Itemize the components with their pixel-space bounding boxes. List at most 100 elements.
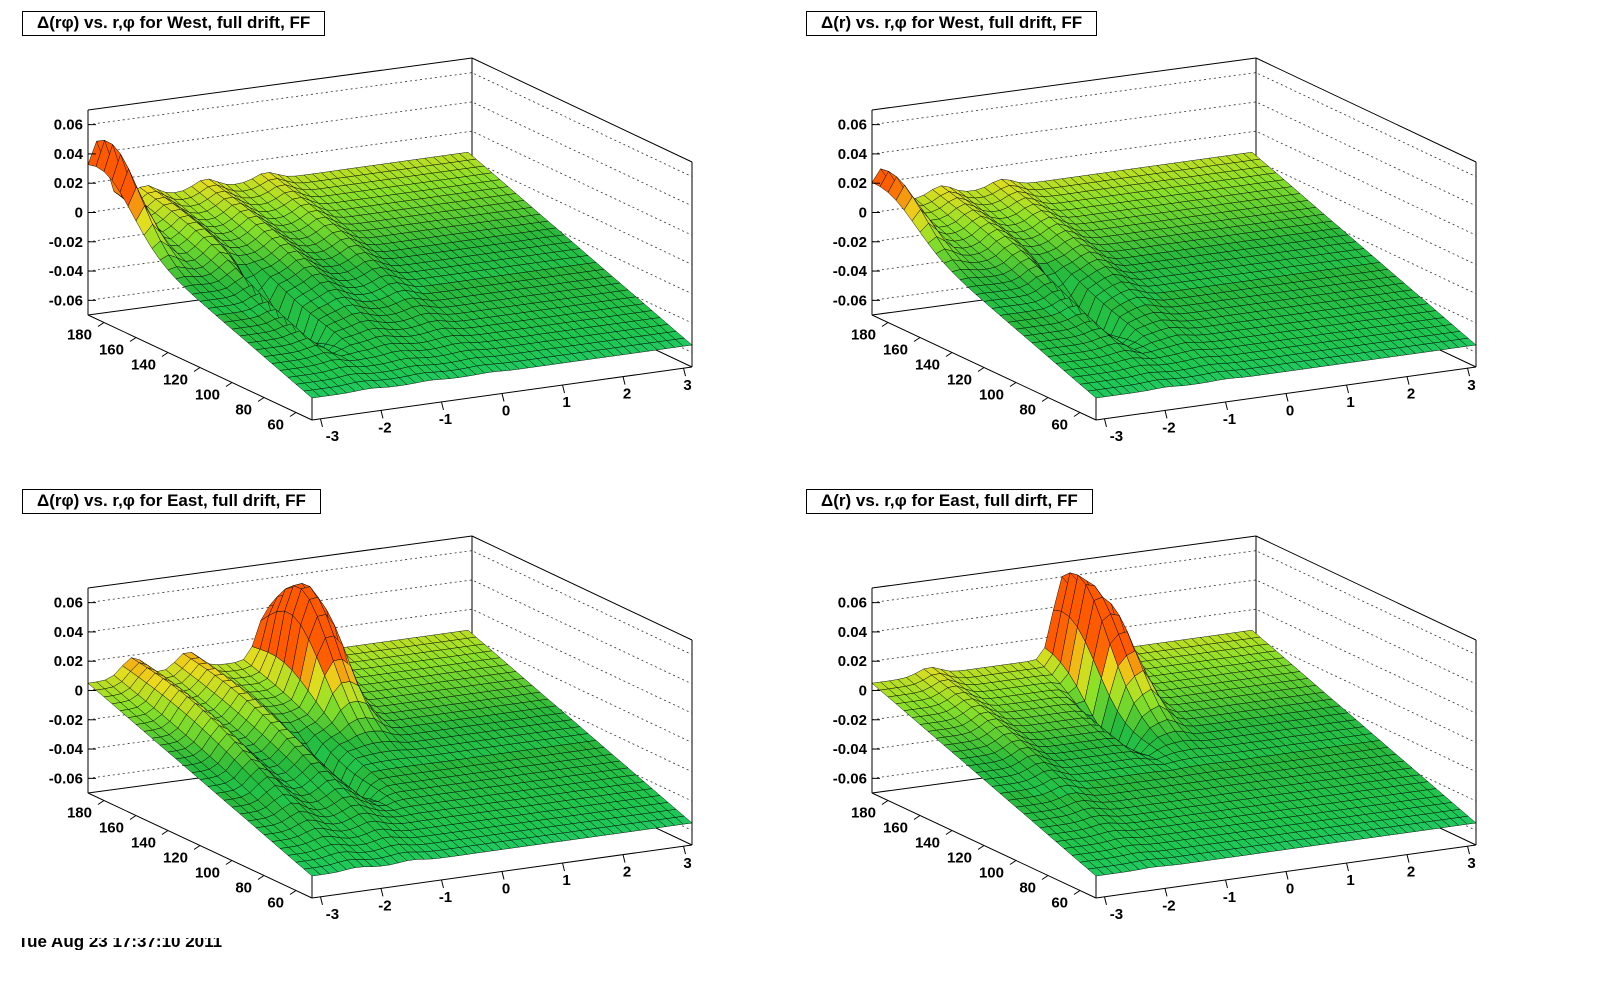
x-tick-label: 0 bbox=[1286, 403, 1294, 420]
z-tick-label: -0.06 bbox=[49, 770, 83, 787]
x-tick-label: 3 bbox=[683, 377, 691, 394]
y-tick-label: 80 bbox=[235, 402, 252, 419]
y-tick-label: 140 bbox=[131, 835, 156, 852]
x-tick-label: 2 bbox=[623, 386, 631, 403]
x-tick-label: -1 bbox=[439, 411, 452, 428]
y-tick bbox=[97, 800, 105, 805]
y-tick bbox=[1073, 412, 1081, 417]
y-tick bbox=[289, 890, 297, 895]
y-tick bbox=[977, 367, 985, 372]
surface-mesh bbox=[87, 139, 693, 399]
z-tick-label: 0 bbox=[75, 683, 83, 700]
y-tick bbox=[161, 830, 169, 835]
x-tick-label: 1 bbox=[1346, 394, 1354, 411]
y-tick bbox=[161, 352, 169, 357]
y-tick bbox=[193, 845, 201, 850]
x-tick-label: -2 bbox=[378, 897, 391, 914]
surface-plot-svg: -0.06-0.04-0.0200.020.040.06608010012014… bbox=[49, 535, 693, 923]
y-tick-label: 160 bbox=[99, 820, 124, 837]
z-tick-label: 0.02 bbox=[54, 175, 83, 192]
surface-plot-svg: -0.06-0.04-0.0200.020.040.06608010012014… bbox=[833, 57, 1477, 445]
z-gridline bbox=[871, 550, 1477, 656]
box-edge bbox=[871, 535, 1257, 589]
y-tick-label: 180 bbox=[67, 327, 92, 344]
z-tick-label: 0.04 bbox=[54, 146, 84, 163]
x-tick-label: 0 bbox=[502, 403, 510, 420]
y-tick bbox=[225, 382, 233, 387]
x-tick bbox=[1406, 376, 1410, 385]
y-tick-label: 60 bbox=[1051, 417, 1068, 434]
y-tick bbox=[97, 322, 105, 327]
y-tick-label: 160 bbox=[99, 342, 124, 359]
x-tick-label: 2 bbox=[1407, 386, 1415, 403]
x-tick bbox=[562, 862, 565, 872]
plot-title: Δ(rφ) vs. r,φ for East, full drift, FF bbox=[22, 489, 321, 514]
z-tick-label: 0.06 bbox=[54, 595, 83, 612]
y-tick-label: 120 bbox=[163, 850, 188, 867]
surface-cell bbox=[1458, 337, 1477, 347]
x-tick-label: -3 bbox=[326, 428, 339, 445]
x-tick bbox=[622, 376, 626, 385]
x-tick bbox=[501, 393, 505, 402]
x-tick bbox=[562, 384, 565, 394]
z-tick-label: 0.06 bbox=[54, 117, 83, 134]
surface-cell bbox=[674, 337, 693, 347]
surface-plot-svg: -0.06-0.04-0.0200.020.040.06608010012014… bbox=[833, 535, 1477, 923]
z-gridline bbox=[87, 72, 693, 178]
y-tick-label: 160 bbox=[883, 342, 908, 359]
x-tick-label: 2 bbox=[623, 864, 631, 881]
y-tick bbox=[129, 337, 137, 342]
x-tick bbox=[1103, 418, 1107, 427]
y-tick-label: 60 bbox=[267, 895, 284, 912]
box-edge bbox=[1255, 535, 1477, 641]
y-tick bbox=[193, 367, 201, 372]
z-tick-label: 0 bbox=[75, 205, 83, 222]
x-axis: -3 -2 -1 0 1 2 3 bbox=[319, 368, 692, 445]
x-tick-label: -1 bbox=[439, 889, 452, 906]
y-tick-label: 80 bbox=[235, 880, 252, 897]
x-tick bbox=[1346, 384, 1349, 394]
z-tick-label: 0.04 bbox=[838, 146, 868, 163]
x-tick bbox=[1225, 401, 1228, 411]
surface-plot-west-r: -0.06 -0.04 -0.02 0 0.02 0.04 0.06 60 80 100 120 14… bbox=[784, 0, 1584, 470]
x-tick bbox=[441, 879, 444, 889]
x-tick-label: 1 bbox=[562, 394, 570, 411]
y-tick-label: 60 bbox=[267, 417, 284, 434]
x-tick bbox=[1164, 410, 1168, 419]
y-tick-label: 100 bbox=[195, 865, 220, 882]
y-tick bbox=[1009, 382, 1017, 387]
y-tick bbox=[289, 412, 297, 417]
z-tick-label: 0.04 bbox=[54, 624, 84, 641]
x-axis: -3 -2 -1 0 1 2 3 bbox=[319, 846, 692, 923]
box-edge bbox=[871, 57, 1257, 111]
y-tick-label: 120 bbox=[163, 372, 188, 389]
surface-cell bbox=[674, 815, 693, 825]
x-tick bbox=[1467, 368, 1471, 377]
y-tick bbox=[1041, 397, 1049, 402]
x-tick bbox=[380, 888, 384, 897]
x-tick-label: 0 bbox=[502, 881, 510, 898]
y-tick bbox=[881, 322, 889, 327]
surface-plot-east-rphi: -0.06 -0.04 -0.02 0 0.02 0.04 0.06 60 80 100 120 14… bbox=[0, 478, 800, 948]
x-tick-label: -1 bbox=[1223, 411, 1236, 428]
surface-mesh bbox=[871, 151, 1477, 399]
x-tick bbox=[501, 871, 505, 880]
z-tick-label: 0.02 bbox=[838, 175, 867, 192]
x-tick-label: 3 bbox=[683, 855, 691, 872]
z-tick-label: 0.02 bbox=[54, 653, 83, 670]
x-tick-label: -2 bbox=[1162, 419, 1175, 436]
surface-mesh bbox=[871, 572, 1477, 877]
x-tick bbox=[380, 410, 384, 419]
x-tick bbox=[319, 418, 323, 427]
x-tick bbox=[683, 846, 687, 855]
z-tick-label: -0.06 bbox=[49, 292, 83, 309]
z-tick-label: 0 bbox=[859, 205, 867, 222]
y-tick-label: 100 bbox=[195, 387, 220, 404]
surface-plot-svg: -0.06-0.04-0.0200.020.040.06608010012014… bbox=[49, 57, 693, 445]
z-tick-label: -0.06 bbox=[833, 292, 867, 309]
